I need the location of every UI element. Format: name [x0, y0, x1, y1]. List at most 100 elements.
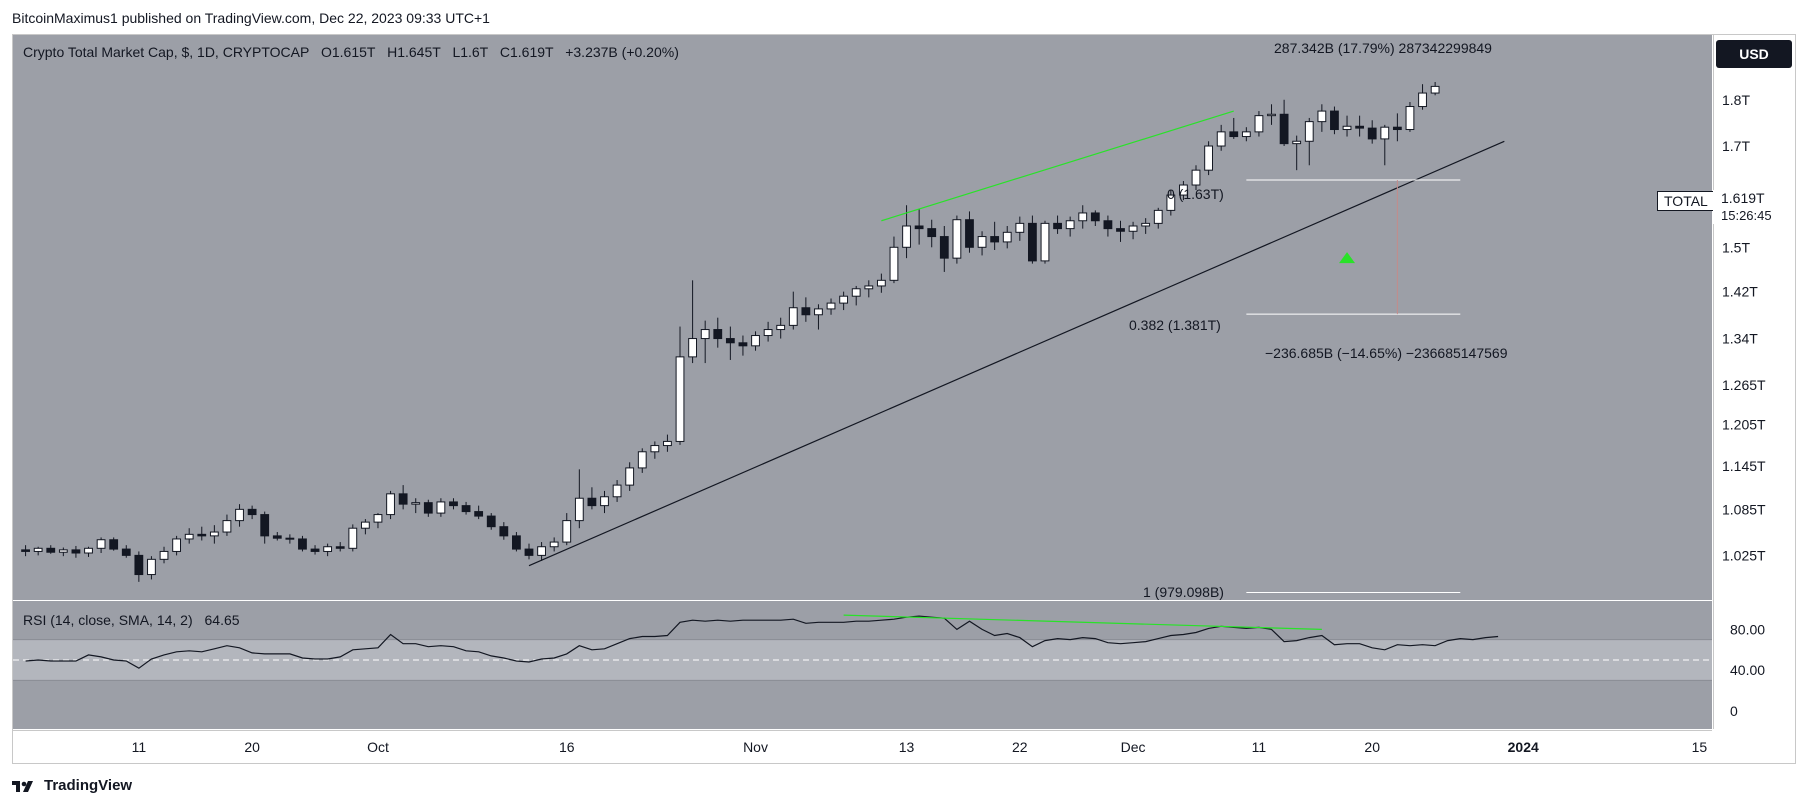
candle-bull [612, 484, 622, 498]
candle-bear [1103, 220, 1113, 230]
candle-bear [46, 547, 56, 553]
price-tick-label: 1.5T [1722, 239, 1750, 255]
candle-bull [1153, 209, 1163, 224]
candle-bull [96, 539, 106, 549]
candle-bull [209, 531, 219, 537]
candle-bear [524, 548, 534, 556]
candle-bull [650, 445, 660, 453]
measure-up-label: 287.342B (17.79%) 287342299849 [1274, 40, 1492, 56]
footer-brand[interactable]: TradingView [12, 777, 132, 794]
candle-bull [1128, 225, 1138, 232]
candle-bull [776, 324, 786, 331]
fib-label-1: 1 (979.098B) [1143, 584, 1224, 600]
candle-bear [272, 535, 282, 539]
last-price: 1.619T [1721, 190, 1765, 206]
candle-bull [411, 502, 421, 505]
measure-down-label: −236.685B (−14.65%) −236685147569 [1265, 345, 1508, 361]
candle-bear [1367, 127, 1377, 140]
bar-countdown: 15:26:45 [1721, 208, 1772, 223]
legend-low: L1.6T [452, 44, 488, 60]
candle-bull [1166, 194, 1176, 211]
symbol-tag: TOTAL [1657, 191, 1715, 211]
time-tick-label: Nov [743, 739, 768, 755]
price-pane[interactable] [13, 35, 1712, 600]
candle-bull [147, 558, 156, 576]
price-axis[interactable] [1713, 35, 1795, 729]
candle-bull [876, 279, 886, 287]
rsi-title[interactable]: RSI (14, close, SMA, 14, 2) [23, 612, 193, 628]
candle-bear [738, 342, 748, 347]
candle-bull [600, 496, 609, 507]
candle-bull [436, 501, 446, 514]
candle-bull [864, 285, 874, 290]
candle-bull [159, 550, 169, 560]
candle-bear [927, 228, 937, 238]
candle-bear [1279, 113, 1289, 145]
candle-bull [700, 329, 710, 340]
candle-bear [247, 508, 257, 516]
candle-bull [1241, 131, 1251, 138]
candle-bear [990, 236, 1000, 243]
price-tick-label: 1.8T [1722, 92, 1750, 108]
candle-bull [1254, 115, 1264, 133]
candle-bull [952, 219, 962, 259]
candle-bear [512, 535, 521, 550]
time-tick-label: Dec [1121, 739, 1146, 755]
legend-change: +3.237B (+0.20%) [565, 44, 679, 60]
candle-bear [121, 548, 131, 556]
currency-button[interactable]: USD [1716, 40, 1792, 68]
candle-bear [298, 538, 307, 550]
candle-bear [461, 505, 471, 513]
candle-bear [1027, 222, 1037, 262]
candle-bear [1090, 212, 1100, 222]
candle-bear [21, 549, 30, 552]
candle-bull [1430, 85, 1440, 94]
ascending-trendline [528, 140, 1505, 567]
legend-open: O1.615T [320, 44, 376, 60]
symbol-legend: Crypto Total Market Cap, $, 1D, CRYPTOCA… [23, 44, 679, 60]
green-up-arrow-icon [1339, 252, 1356, 264]
candle-bear [1116, 228, 1125, 232]
rsi-tick-label: 80.00 [1730, 621, 1765, 637]
candle-bear [335, 546, 345, 549]
candle-bear [197, 533, 207, 537]
candle-bear [1053, 222, 1062, 230]
candle-bull [625, 467, 635, 486]
candle-bear [914, 225, 924, 230]
price-tick-label: 1.42T [1722, 284, 1758, 300]
candle-bear [109, 539, 119, 550]
candle-bull [323, 546, 333, 552]
candle-bull [562, 520, 572, 543]
price-tick-label: 1.7T [1722, 138, 1750, 154]
candle-bear [587, 497, 597, 507]
candle-bull [1216, 131, 1226, 147]
candle-bull [373, 514, 383, 523]
candle-bull [1418, 92, 1427, 108]
rsi-value: 64.65 [204, 612, 240, 628]
candle-bull [751, 335, 760, 347]
time-axis[interactable] [13, 730, 1712, 763]
candle-bull [84, 547, 93, 554]
price-tick-label: 1.085T [1722, 501, 1766, 517]
symbol-title[interactable]: Crypto Total Market Cap, $, 1D, CRYPTOCA… [23, 44, 310, 60]
last-price-tag: 1.619T 15:26:45 [1713, 190, 1788, 224]
candle-bull [1342, 125, 1352, 131]
candle-bull [1204, 145, 1213, 171]
candle-bull [1002, 231, 1012, 243]
candle-bear [1229, 131, 1239, 138]
price-tick-label: 1.34T [1722, 331, 1758, 347]
price-tick-label: 1.205T [1722, 416, 1766, 432]
candle-bull [574, 497, 584, 522]
candle-bear [474, 511, 484, 517]
candle-bull [1078, 212, 1088, 222]
rsi-divergence-line [843, 614, 1322, 630]
candle-bear [939, 236, 949, 259]
candle-bull [826, 302, 836, 310]
publisher-info: BitcoinMaximus1 published on TradingView… [12, 10, 490, 26]
candle-bull [763, 329, 773, 337]
footer-brand-label: TradingView [44, 777, 133, 794]
time-tick-label: 11 [1252, 739, 1267, 755]
candle-bull [675, 356, 685, 442]
candle-bull [839, 295, 849, 304]
